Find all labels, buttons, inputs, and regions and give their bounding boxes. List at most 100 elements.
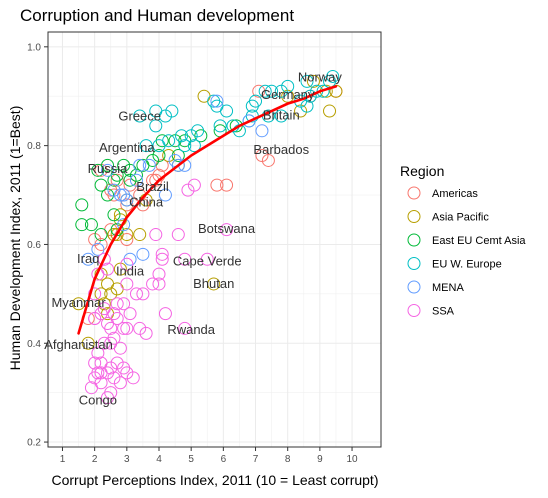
data-point bbox=[136, 247, 150, 261]
trend-layer bbox=[77, 85, 338, 335]
data-point bbox=[94, 356, 108, 370]
data-point bbox=[84, 218, 98, 232]
data-point bbox=[162, 149, 176, 163]
data-point bbox=[97, 336, 111, 350]
data-point bbox=[88, 233, 102, 246]
legend-key bbox=[407, 233, 421, 247]
data-point bbox=[113, 262, 127, 276]
data-point bbox=[97, 297, 111, 311]
data-point bbox=[110, 312, 124, 326]
data-point bbox=[120, 257, 134, 271]
data-point bbox=[81, 252, 95, 266]
data-point bbox=[255, 124, 269, 138]
data-point bbox=[191, 124, 205, 138]
legend-key bbox=[407, 257, 421, 270]
country-label: Argentina bbox=[99, 140, 155, 155]
data-point bbox=[107, 188, 121, 202]
legend-key bbox=[407, 304, 421, 317]
data-point bbox=[139, 326, 153, 340]
x-tick-label: 8 bbox=[285, 454, 291, 465]
data-point bbox=[300, 74, 314, 88]
data-point bbox=[210, 178, 224, 192]
x-tick-label: 5 bbox=[188, 454, 194, 465]
data-point bbox=[129, 287, 143, 301]
x-tick-label: 6 bbox=[221, 454, 227, 465]
data-point bbox=[261, 153, 275, 167]
data-point bbox=[104, 287, 118, 301]
data-point bbox=[158, 109, 172, 123]
data-point bbox=[306, 74, 320, 88]
data-point bbox=[258, 84, 272, 98]
data-point bbox=[110, 228, 124, 242]
data-point bbox=[107, 173, 121, 187]
data-point bbox=[158, 307, 172, 321]
data-point bbox=[155, 247, 169, 261]
data-point bbox=[94, 178, 108, 192]
data-point bbox=[88, 312, 102, 326]
country-label: Congo bbox=[79, 393, 117, 408]
data-point bbox=[152, 139, 166, 153]
data-point bbox=[155, 252, 169, 266]
x-tick-label: 1 bbox=[60, 454, 66, 465]
data-point bbox=[200, 252, 214, 266]
country-label: Bhutan bbox=[193, 276, 234, 291]
annotation-layer: Norway Germany Britain Greece Argentina Barba… bbox=[44, 69, 342, 407]
data-point bbox=[94, 307, 108, 321]
y-tick-label: 0.2 bbox=[27, 438, 41, 449]
data-point bbox=[255, 149, 269, 163]
panel-border bbox=[47, 31, 382, 448]
data-point bbox=[294, 104, 308, 118]
data-point bbox=[274, 109, 288, 123]
data-point bbox=[149, 173, 163, 187]
country-label: Botswana bbox=[198, 221, 256, 236]
data-point bbox=[207, 94, 221, 108]
chart-title: Corruption and Human development bbox=[20, 6, 294, 25]
data-point bbox=[91, 242, 105, 256]
country-label: China bbox=[129, 194, 164, 209]
data-point bbox=[242, 114, 256, 128]
data-point bbox=[75, 198, 89, 212]
data-point bbox=[107, 371, 121, 385]
data-point bbox=[123, 173, 137, 187]
legend-entry: SSA bbox=[432, 306, 455, 318]
x-tick-label: 10 bbox=[346, 454, 358, 465]
data-point bbox=[152, 277, 166, 291]
data-point bbox=[181, 183, 195, 197]
data-point bbox=[110, 356, 124, 370]
data-point bbox=[75, 218, 89, 232]
data-point bbox=[107, 183, 121, 197]
country-label: Rwanda bbox=[167, 322, 215, 337]
data-point bbox=[120, 198, 134, 212]
data-point bbox=[120, 193, 134, 207]
country-label: Barbados bbox=[253, 142, 309, 157]
data-point bbox=[110, 173, 124, 187]
country-label: Iraq bbox=[77, 251, 99, 266]
x-tick-label: 7 bbox=[253, 454, 259, 465]
y-tick-label: 0.8 bbox=[27, 141, 41, 152]
x-tick-label: 4 bbox=[156, 454, 162, 465]
plot-panel bbox=[47, 31, 382, 448]
data-point bbox=[175, 129, 189, 143]
country-label: Cape Verde bbox=[173, 253, 242, 268]
country-label: Norway bbox=[298, 69, 343, 84]
data-point bbox=[142, 158, 156, 172]
legend-key bbox=[407, 280, 421, 294]
legend-key bbox=[407, 210, 421, 223]
data-point bbox=[123, 307, 137, 321]
data-point bbox=[101, 391, 115, 405]
data-point bbox=[94, 287, 108, 301]
data-point bbox=[113, 208, 127, 222]
data-point bbox=[136, 158, 150, 172]
data-point bbox=[117, 321, 131, 335]
data-point bbox=[84, 381, 98, 395]
data-point bbox=[178, 321, 192, 335]
country-label: Afghanistan bbox=[44, 337, 113, 352]
data-point bbox=[220, 178, 234, 192]
data-point bbox=[117, 158, 131, 172]
data-point bbox=[117, 218, 131, 232]
y-axis-label: Human Development Index, 2011 (1=Best) bbox=[7, 106, 23, 371]
data-point bbox=[81, 336, 95, 350]
country-label: Russia bbox=[88, 161, 129, 176]
